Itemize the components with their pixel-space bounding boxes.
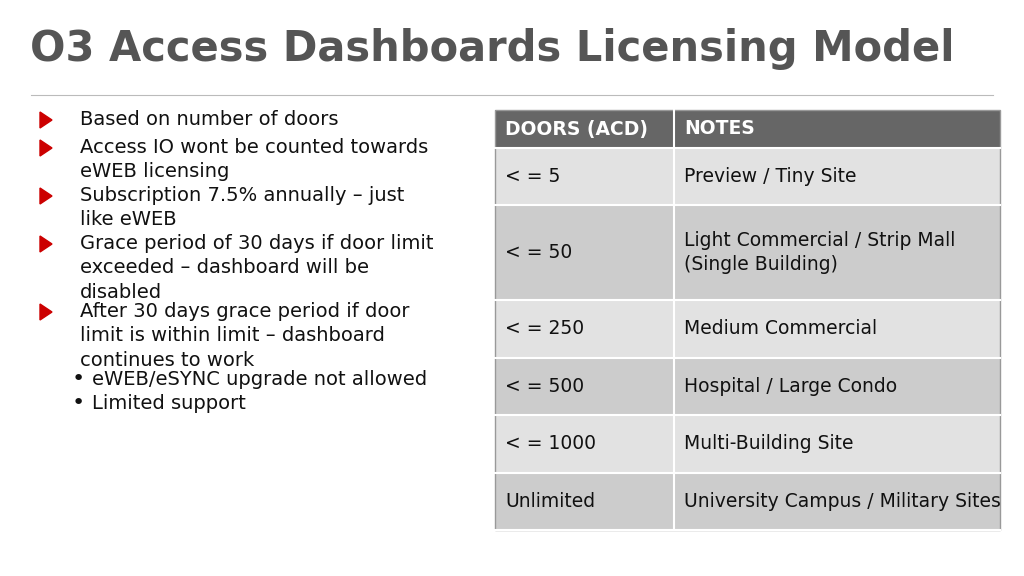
Text: Hospital / Large Condo: Hospital / Large Condo bbox=[684, 377, 897, 396]
Text: After 30 days grace period if door
limit is within limit – dashboard
continues t: After 30 days grace period if door limit… bbox=[80, 302, 410, 369]
Bar bbox=[495, 358, 1000, 415]
Polygon shape bbox=[40, 140, 52, 156]
Text: Limited support: Limited support bbox=[92, 394, 246, 413]
Text: O3 Access Dashboards Licensing Model: O3 Access Dashboards Licensing Model bbox=[30, 28, 954, 70]
Text: University Campus / Military Sites: University Campus / Military Sites bbox=[684, 492, 1001, 511]
Bar bbox=[495, 148, 1000, 206]
Text: < = 1000: < = 1000 bbox=[505, 434, 596, 453]
Text: NOTES: NOTES bbox=[684, 119, 755, 138]
Text: DOORS (ACD): DOORS (ACD) bbox=[505, 119, 648, 138]
Text: Multi-Building Site: Multi-Building Site bbox=[684, 434, 854, 453]
Bar bbox=[495, 110, 1000, 148]
Polygon shape bbox=[40, 188, 52, 204]
Text: •: • bbox=[72, 393, 85, 413]
Text: Light Commercial / Strip Mall
(Single Building): Light Commercial / Strip Mall (Single Bu… bbox=[684, 231, 955, 274]
Polygon shape bbox=[40, 304, 52, 320]
Text: Medium Commercial: Medium Commercial bbox=[684, 320, 878, 339]
Text: •: • bbox=[72, 369, 85, 389]
Text: < = 50: < = 50 bbox=[505, 243, 572, 262]
Bar bbox=[495, 110, 1000, 530]
Text: Based on number of doors: Based on number of doors bbox=[80, 110, 339, 129]
Text: Grace period of 30 days if door limit
exceeded – dashboard will be
disabled: Grace period of 30 days if door limit ex… bbox=[80, 234, 433, 301]
Text: Access IO wont be counted towards
eWEB licensing: Access IO wont be counted towards eWEB l… bbox=[80, 138, 428, 181]
Text: < = 500: < = 500 bbox=[505, 377, 584, 396]
Text: Subscription 7.5% annually – just
like eWEB: Subscription 7.5% annually – just like e… bbox=[80, 186, 404, 229]
Bar bbox=[495, 415, 1000, 472]
Bar bbox=[495, 472, 1000, 530]
Bar bbox=[495, 206, 1000, 300]
Bar bbox=[495, 300, 1000, 358]
Text: eWEB/eSYNC upgrade not allowed: eWEB/eSYNC upgrade not allowed bbox=[92, 370, 427, 389]
Text: < = 250: < = 250 bbox=[505, 320, 584, 339]
Polygon shape bbox=[40, 236, 52, 252]
Polygon shape bbox=[40, 112, 52, 128]
Text: < = 5: < = 5 bbox=[505, 167, 560, 186]
Text: Unlimited: Unlimited bbox=[505, 492, 595, 511]
Text: Preview / Tiny Site: Preview / Tiny Site bbox=[684, 167, 857, 186]
